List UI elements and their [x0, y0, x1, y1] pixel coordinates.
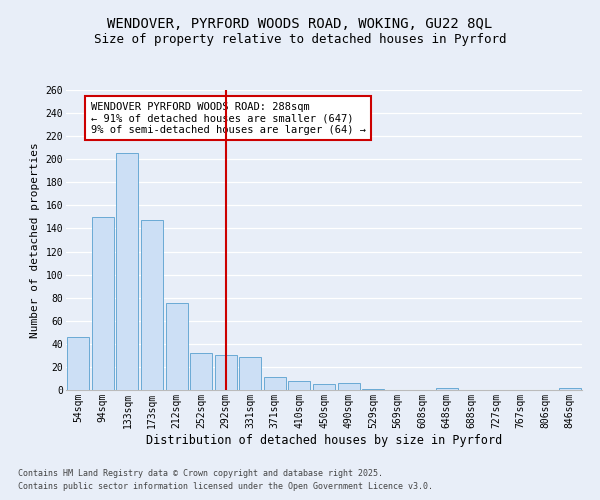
- Bar: [436, 388, 458, 390]
- Bar: [338, 383, 359, 390]
- Text: WENDOVER, PYRFORD WOODS ROAD, WOKING, GU22 8QL: WENDOVER, PYRFORD WOODS ROAD, WOKING, GU…: [107, 18, 493, 32]
- Y-axis label: Number of detached properties: Number of detached properties: [30, 142, 40, 338]
- Bar: [313, 384, 335, 390]
- Bar: [239, 356, 262, 390]
- X-axis label: Distribution of detached houses by size in Pyrford: Distribution of detached houses by size …: [146, 434, 502, 446]
- Bar: [67, 337, 89, 390]
- Bar: [559, 388, 581, 390]
- Text: Size of property relative to detached houses in Pyrford: Size of property relative to detached ho…: [94, 32, 506, 46]
- Bar: [92, 217, 114, 390]
- Text: Contains HM Land Registry data © Crown copyright and database right 2025.: Contains HM Land Registry data © Crown c…: [18, 468, 383, 477]
- Bar: [190, 353, 212, 390]
- Text: Contains public sector information licensed under the Open Government Licence v3: Contains public sector information licen…: [18, 482, 433, 491]
- Bar: [264, 378, 286, 390]
- Bar: [215, 356, 237, 390]
- Bar: [116, 154, 139, 390]
- Text: WENDOVER PYRFORD WOODS ROAD: 288sqm
← 91% of detached houses are smaller (647)
9: WENDOVER PYRFORD WOODS ROAD: 288sqm ← 91…: [91, 102, 365, 134]
- Bar: [362, 389, 384, 390]
- Bar: [141, 220, 163, 390]
- Bar: [166, 304, 188, 390]
- Bar: [289, 381, 310, 390]
